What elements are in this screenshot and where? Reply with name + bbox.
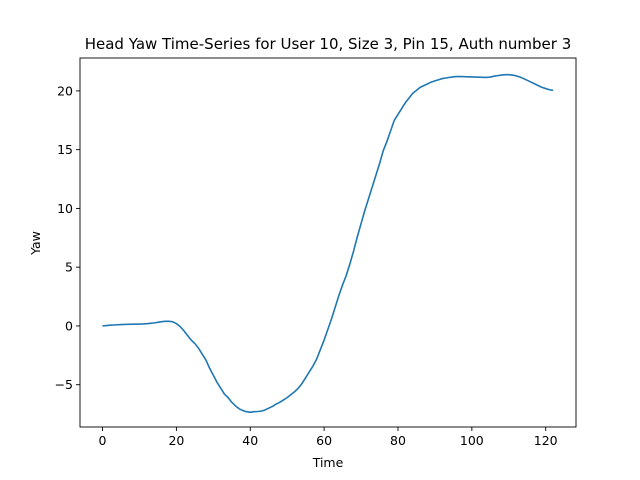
y-tick-label: 20 — [57, 83, 73, 98]
y-tick-label: 5 — [65, 260, 73, 275]
y-tick-label: 0 — [65, 318, 73, 333]
axes-frame — [79, 57, 577, 428]
y-tick-label: 15 — [57, 142, 73, 157]
y-tick-label: 10 — [57, 201, 73, 216]
x-tick-label: 40 — [242, 433, 258, 448]
x-tick-label: 80 — [390, 433, 406, 448]
y-tick-label: −5 — [55, 377, 73, 392]
x-tick-label: 100 — [460, 433, 484, 448]
chart-title: Head Yaw Time-Series for User 10, Size 3… — [85, 35, 572, 53]
x-axis: 0 20 40 60 80 100 120 — [99, 427, 558, 448]
x-tick-label: 0 — [99, 433, 107, 448]
y-axis: −5 0 5 10 15 20 — [55, 83, 80, 392]
y-axis-label: Yaw — [28, 231, 43, 256]
series-line-0 — [102, 73, 554, 414]
plot-area — [102, 73, 554, 414]
x-tick-label: 120 — [534, 433, 558, 448]
x-tick-label: 60 — [316, 433, 332, 448]
x-tick-label: 20 — [168, 433, 184, 448]
x-axis-label: Time — [312, 455, 344, 470]
